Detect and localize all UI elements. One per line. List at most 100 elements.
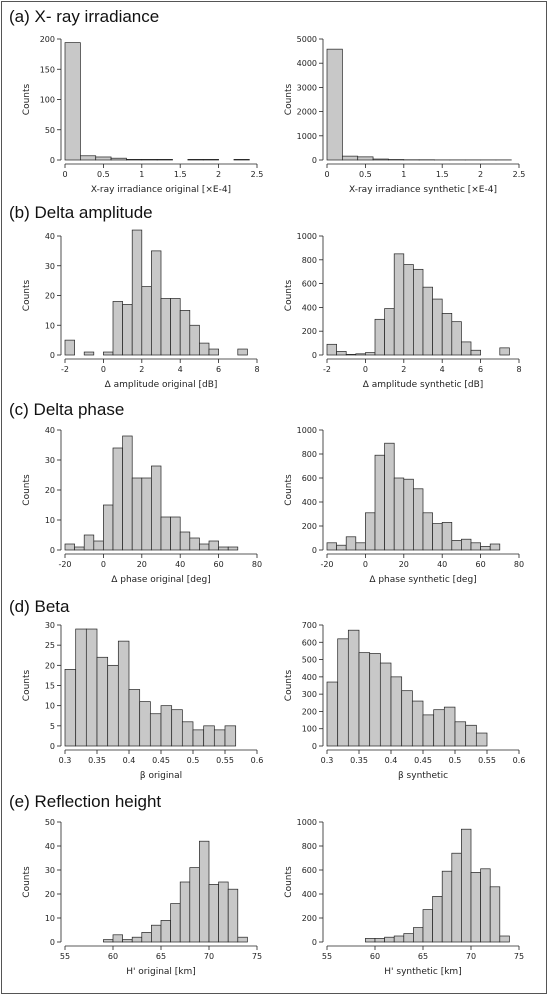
x-tick-label: 1.5 — [174, 170, 187, 179]
histogram-bar — [208, 348, 219, 356]
y-axis-title: Counts — [22, 83, 32, 115]
histogram-bar — [326, 681, 339, 747]
histogram-bar — [345, 536, 357, 551]
histogram-bar — [208, 884, 219, 943]
y-tick-label: 600 — [302, 474, 317, 483]
histogram-bar — [374, 938, 385, 943]
x-axis-title: β original — [140, 771, 182, 781]
histogram-bar — [489, 886, 501, 943]
y-tick-label: 200 — [302, 707, 317, 716]
histogram-bar — [93, 540, 104, 551]
histogram-bar — [355, 542, 366, 551]
bars — [326, 629, 488, 747]
histogram-bar — [160, 920, 171, 943]
histogram-bar — [156, 159, 173, 161]
bars — [103, 840, 248, 943]
histogram-bar — [112, 934, 123, 943]
y-tick-label: 800 — [302, 256, 317, 265]
histogram-bar — [189, 537, 200, 551]
y-tick-label: 100 — [40, 96, 55, 105]
histogram-bar — [374, 318, 385, 356]
histogram-bar — [199, 543, 210, 551]
histogram-bar — [80, 155, 97, 161]
x-tick-label: 40 — [175, 560, 185, 569]
histogram-bar — [233, 159, 250, 161]
y-tick-label: 30 — [45, 262, 55, 271]
histogram-bar — [379, 662, 392, 747]
bars — [326, 48, 512, 161]
histogram-bar — [347, 629, 360, 747]
histogram-bar — [189, 867, 200, 943]
x-tick-label: 4 — [440, 365, 445, 374]
x-tick-label: 80 — [514, 560, 524, 569]
histogram-bar — [107, 664, 119, 747]
x-tick-label: 70 — [466, 952, 476, 961]
x-tick-label: 1 — [401, 170, 406, 179]
y-tick-label: 30 — [45, 456, 55, 465]
y-tick-label: 40 — [45, 842, 55, 851]
x-tick-label: 6 — [478, 365, 483, 374]
y-tick-label: 30 — [45, 621, 55, 630]
bars — [64, 229, 248, 356]
histogram-bar — [470, 349, 481, 356]
x-tick-label: 0.35 — [350, 756, 368, 765]
histogram-bar — [403, 933, 414, 943]
x-tick-label: 0.55 — [216, 756, 234, 765]
x-tick-label: 2.5 — [251, 170, 264, 179]
x-tick-label: 0 — [363, 560, 368, 569]
histogram-bar — [227, 888, 239, 943]
y-tick-label: 600 — [302, 866, 317, 875]
y-tick-label: 20 — [45, 292, 55, 301]
y-tick-label: 150 — [40, 65, 55, 74]
y-tick-label: 200 — [302, 522, 317, 531]
x-axis-title: H' original [km] — [126, 967, 196, 977]
bars — [326, 253, 510, 356]
histogram-bar — [326, 343, 337, 356]
histogram-bar — [342, 155, 359, 161]
histogram-bar — [475, 732, 488, 747]
histogram-bar — [461, 538, 472, 551]
histogram-bar — [441, 522, 453, 551]
histogram-bar — [192, 729, 205, 747]
y-tick-label: 300 — [302, 690, 317, 699]
y-tick-label: 3000 — [297, 83, 317, 92]
bars — [64, 42, 250, 161]
y-tick-label: 40 — [45, 426, 55, 435]
histogram-bar — [224, 725, 237, 747]
histogram-bar — [202, 159, 219, 161]
x-tick-label: 0 — [101, 365, 106, 374]
y-tick-label: 500 — [302, 656, 317, 665]
histogram-bar — [103, 939, 114, 943]
y-tick-label: 10 — [45, 321, 55, 330]
histogram-bar — [441, 312, 453, 356]
y-tick-label: 10 — [45, 914, 55, 923]
histogram-bar — [85, 628, 98, 747]
x-tick-label: 2 — [139, 365, 144, 374]
histogram-bar — [422, 512, 433, 551]
histogram-bar — [480, 546, 491, 551]
x-axis-title: X-ray irradiance synthetic [×E-4] — [349, 185, 497, 195]
histogram-bar — [413, 488, 424, 551]
bars — [64, 628, 237, 747]
histogram-xray-synthetic: 0 0.5 1 1.5 2 2.5 0 1000 2000 3000 4000 5000 X-ray i… — [284, 35, 525, 195]
y-tick-label: 10 — [45, 516, 55, 525]
histogram-bar — [432, 298, 443, 356]
histogram-bar — [141, 932, 152, 943]
x-tick-label: 0.3 — [321, 756, 334, 765]
histogram-height-original: 55 60 65 70 75 0 10 20 30 40 50 H' original [km] Cou… — [22, 818, 262, 977]
y-tick-label: 5000 — [297, 35, 317, 44]
x-tick-label: 0.45 — [152, 756, 170, 765]
histogram-bar — [151, 465, 162, 551]
histogram-bar — [122, 435, 133, 551]
histogram-bar — [384, 936, 395, 943]
histogram-bar — [75, 628, 87, 747]
histogram-bar — [374, 454, 385, 551]
histogram-bar — [365, 512, 376, 551]
x-tick-label: 0.5 — [187, 756, 200, 765]
histogram-bar — [336, 544, 347, 551]
y-tick-label: 400 — [302, 303, 317, 312]
histogram-bar — [413, 927, 424, 943]
y-tick-label: 20 — [45, 890, 55, 899]
histogram-bar — [432, 523, 443, 551]
